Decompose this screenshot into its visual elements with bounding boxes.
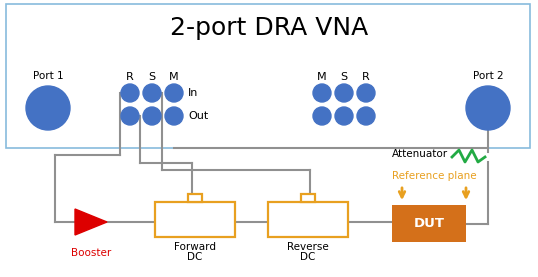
Polygon shape — [75, 209, 107, 235]
Bar — [392, 205, 466, 242]
Circle shape — [357, 107, 375, 125]
Text: S: S — [341, 72, 348, 82]
Text: Reference plane: Reference plane — [392, 171, 476, 181]
Text: R: R — [126, 72, 134, 82]
Text: Out: Out — [188, 111, 208, 121]
Text: In: In — [188, 88, 199, 98]
Circle shape — [335, 84, 353, 102]
Text: M: M — [169, 72, 179, 82]
Bar — [6, 4, 530, 148]
Circle shape — [143, 84, 161, 102]
Text: S: S — [148, 72, 155, 82]
Circle shape — [357, 84, 375, 102]
Text: Attenuator: Attenuator — [392, 149, 448, 159]
Text: Reverse: Reverse — [287, 242, 329, 252]
Bar — [268, 202, 348, 237]
Circle shape — [335, 107, 353, 125]
Bar — [155, 202, 235, 237]
Circle shape — [121, 107, 139, 125]
Bar — [301, 194, 315, 202]
Text: DC: DC — [187, 252, 203, 262]
Bar — [188, 194, 202, 202]
Text: DUT: DUT — [414, 217, 444, 230]
Text: DC: DC — [300, 252, 316, 262]
Text: Port 1: Port 1 — [33, 71, 63, 81]
Circle shape — [165, 107, 183, 125]
Circle shape — [26, 86, 70, 130]
Text: Forward: Forward — [174, 242, 216, 252]
Circle shape — [121, 84, 139, 102]
Text: Port 2: Port 2 — [473, 71, 504, 81]
Circle shape — [313, 84, 331, 102]
Text: 2-port DRA VNA: 2-port DRA VNA — [170, 16, 368, 40]
Circle shape — [313, 107, 331, 125]
Circle shape — [143, 107, 161, 125]
Text: R: R — [362, 72, 370, 82]
Circle shape — [165, 84, 183, 102]
Circle shape — [466, 86, 510, 130]
Text: Booster: Booster — [71, 248, 111, 258]
Text: M: M — [317, 72, 327, 82]
